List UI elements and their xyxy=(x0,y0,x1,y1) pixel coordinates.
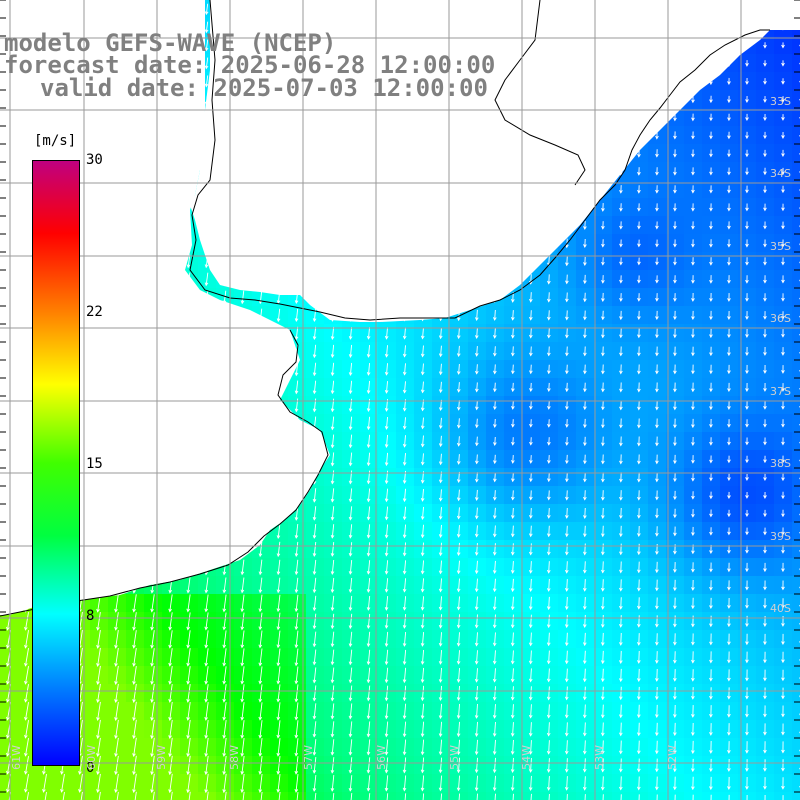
wind-cell xyxy=(792,576,800,595)
lon-label: 59W xyxy=(155,745,168,770)
wind-cell xyxy=(792,252,800,271)
wind-cell xyxy=(18,792,37,800)
lon-label: 53W xyxy=(593,745,606,770)
wind-cell xyxy=(792,432,800,451)
colorbar-unit: [m/s] xyxy=(34,133,77,149)
wind-arrow xyxy=(204,3,209,16)
lon-label: 56W xyxy=(375,745,388,770)
wind-cell xyxy=(792,522,800,541)
lon-label: 57W xyxy=(302,745,315,770)
wind-cell xyxy=(90,792,109,800)
wind-cell xyxy=(792,306,800,325)
lat-label: 34S xyxy=(770,167,791,180)
wind-cell xyxy=(792,612,800,631)
wind-cell xyxy=(792,126,800,145)
lat-label: 37S xyxy=(770,385,791,398)
wind-cell xyxy=(792,666,800,685)
wind-cell xyxy=(792,630,800,649)
wind-cell xyxy=(72,792,91,800)
wind-cell xyxy=(792,504,800,523)
lon-label: 58W xyxy=(228,745,241,770)
lon-label: 52W xyxy=(666,745,679,770)
valid-date: valid date: 2025-07-03 12:00:00 xyxy=(40,74,488,102)
wind-cell xyxy=(792,486,800,505)
wind-cell xyxy=(54,792,73,800)
wind-arrow xyxy=(204,21,209,34)
wind-cell xyxy=(792,792,800,800)
lon-label: 61W xyxy=(10,745,23,770)
colorbar-tick: 30 xyxy=(86,152,103,168)
wind-arrow xyxy=(204,39,209,52)
wind-cell xyxy=(792,738,800,757)
wind-cell xyxy=(792,180,800,199)
lon-label: 60W xyxy=(85,745,98,770)
wind-cell xyxy=(108,792,127,800)
wind-cell xyxy=(792,684,800,703)
wind-cell xyxy=(792,288,800,307)
wind-cell xyxy=(792,702,800,721)
wind-cell xyxy=(36,792,55,800)
wind-cell xyxy=(126,792,145,800)
lat-label: 38S xyxy=(770,457,791,470)
wind-cell xyxy=(144,792,163,800)
wind-cell xyxy=(792,54,800,73)
wind-cell xyxy=(792,648,800,667)
wind-cell xyxy=(792,540,800,559)
lat-label: 33S xyxy=(770,95,791,108)
lon-label: 55W xyxy=(448,745,461,770)
wind-cell xyxy=(792,144,800,163)
lat-label: 40S xyxy=(770,602,791,615)
wind-cell xyxy=(792,342,800,361)
wind-cell xyxy=(792,162,800,181)
lat-label: 36S xyxy=(770,312,791,325)
wind-cell xyxy=(792,774,800,793)
wind-cell xyxy=(792,594,800,613)
wind-cell xyxy=(792,198,800,217)
wind-cell xyxy=(792,90,800,109)
wind-cell xyxy=(792,414,800,433)
colorbar-tick: 15 xyxy=(86,456,103,472)
colorbar-tick: 8 xyxy=(86,608,95,624)
wind-cell xyxy=(792,360,800,379)
lat-label: 39S xyxy=(770,530,791,543)
colorbar xyxy=(32,160,80,766)
wind-cell xyxy=(792,756,800,775)
wind-cell xyxy=(792,378,800,397)
wind-arrow xyxy=(781,42,785,49)
wind-cell xyxy=(792,108,800,127)
wind-cell xyxy=(792,324,800,343)
wind-cell xyxy=(0,792,19,800)
wind-cell xyxy=(792,72,800,91)
wind-cell xyxy=(792,36,800,55)
lat-label: 35S xyxy=(770,240,791,253)
lon-label: 54W xyxy=(520,745,533,770)
wind-cell xyxy=(792,270,800,289)
wind-cell xyxy=(792,216,800,235)
colorbar-tick: 22 xyxy=(86,304,103,320)
wind-cell xyxy=(792,396,800,415)
wind-cell xyxy=(792,450,800,469)
wind-arrow xyxy=(763,42,767,49)
wind-cell xyxy=(792,234,800,253)
wind-cell xyxy=(792,720,800,739)
wind-cell xyxy=(792,468,800,487)
wind-cell xyxy=(792,558,800,577)
